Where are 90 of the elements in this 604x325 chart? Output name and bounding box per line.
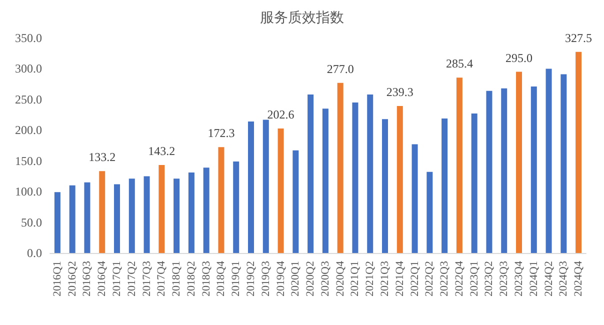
x-tick-label: 2018Q2: [185, 261, 198, 296]
bar: [382, 119, 388, 253]
bar: [576, 52, 582, 253]
bar: [442, 118, 448, 253]
data-label: 202.6: [267, 108, 294, 122]
bar: [144, 176, 150, 253]
y-tick-label: 300.0: [15, 62, 42, 76]
x-tick-label: 2022Q1: [408, 261, 421, 296]
bar: [278, 128, 284, 253]
y-tick-label: 150.0: [15, 154, 42, 168]
bar: [158, 165, 165, 253]
y-tick-label: 100.0: [15, 184, 42, 199]
x-tick-label: 2016Q1: [51, 261, 64, 296]
bar: [530, 86, 537, 253]
bar: [84, 182, 90, 253]
x-tick-label: 2021Q3: [379, 260, 391, 296]
bar: [292, 150, 299, 253]
x-tick-label: 2022Q3: [438, 260, 451, 296]
y-tick-label: 250.0: [15, 92, 42, 106]
bar: [114, 184, 120, 253]
bar: [396, 106, 403, 253]
bar: [471, 114, 478, 253]
x-tick-label: 2022Q4: [453, 260, 466, 296]
bar: [352, 102, 358, 253]
x-tick-label: 2019Q4: [274, 260, 287, 296]
bar: [69, 185, 76, 253]
x-tick-label: 2017Q2: [126, 261, 138, 296]
y-tick-label: 200.0: [15, 123, 42, 138]
x-tick-label: 2019Q1: [230, 261, 242, 296]
y-tick-label: 50.0: [21, 215, 42, 230]
x-tick-label: 2020Q3: [319, 260, 332, 296]
y-tick-label: 0.0: [27, 246, 42, 260]
x-tick-label: 2017Q4: [156, 260, 168, 296]
y-tick-label: 350.0: [15, 31, 42, 45]
bar: [99, 171, 106, 253]
x-tick-label: 2023Q1: [468, 261, 480, 296]
bar: [560, 74, 567, 253]
x-tick-label: 2022Q2: [424, 261, 436, 296]
x-tick-label: 2018Q1: [170, 261, 183, 296]
x-tick-label: 2016Q3: [81, 260, 94, 296]
x-tick-label: 2023Q3: [498, 260, 510, 296]
x-tick-label: 2016Q4: [96, 260, 108, 296]
bar: [174, 178, 180, 253]
bar: [426, 172, 433, 253]
bar: [367, 94, 374, 253]
bar: [322, 108, 328, 253]
bar: [233, 161, 240, 253]
bar: [203, 168, 210, 253]
data-label: 327.5: [565, 30, 592, 45]
x-tick-label: 2020Q4: [334, 260, 346, 296]
x-tick-label: 2019Q2: [245, 261, 257, 296]
x-tick-label: 2023Q4: [513, 260, 525, 296]
bar: [308, 94, 314, 253]
x-tick-label: 2021Q1: [349, 261, 362, 296]
x-tick-label: 2024Q1: [528, 261, 540, 296]
x-tick-label: 2019Q3: [260, 260, 272, 296]
x-tick-label: 2024Q2: [542, 261, 555, 296]
bar: [54, 192, 60, 253]
x-tick-label: 2020Q1: [290, 261, 302, 296]
x-tick-label: 2021Q4: [394, 260, 406, 296]
bar: [218, 147, 224, 253]
chart-title: 服务质效指数: [260, 10, 344, 26]
data-label: 277.0: [326, 62, 354, 76]
bar: [516, 72, 522, 253]
bar: [501, 88, 508, 253]
x-tick-label: 2017Q1: [111, 261, 123, 296]
bar: [456, 78, 462, 253]
x-tick-label: 2024Q4: [572, 260, 585, 296]
data-label: 143.2: [148, 144, 176, 158]
bar: [337, 82, 344, 253]
x-tick-label: 2018Q3: [200, 260, 212, 296]
bar: [248, 122, 254, 253]
data-label: 172.3: [208, 126, 235, 140]
bar: [188, 172, 194, 253]
x-tick-label: 2024Q3: [558, 260, 570, 296]
x-tick-label: 2020Q2: [304, 261, 317, 296]
bar: [128, 178, 135, 253]
bar: [486, 90, 492, 253]
x-tick-label: 2021Q2: [364, 261, 376, 296]
data-label: 133.2: [88, 150, 116, 164]
x-tick-label: 2017Q3: [140, 260, 153, 296]
x-tick-label: 2018Q4: [215, 260, 228, 296]
x-tick-label: 2016Q2: [66, 261, 78, 296]
data-label: 295.0: [506, 50, 532, 65]
data-label: 239.3: [386, 85, 414, 99]
bar: [262, 120, 269, 253]
data-label: 285.4: [446, 56, 473, 71]
bar: [546, 68, 552, 253]
x-tick-label: 2023Q2: [483, 261, 496, 296]
bar: [412, 144, 418, 253]
